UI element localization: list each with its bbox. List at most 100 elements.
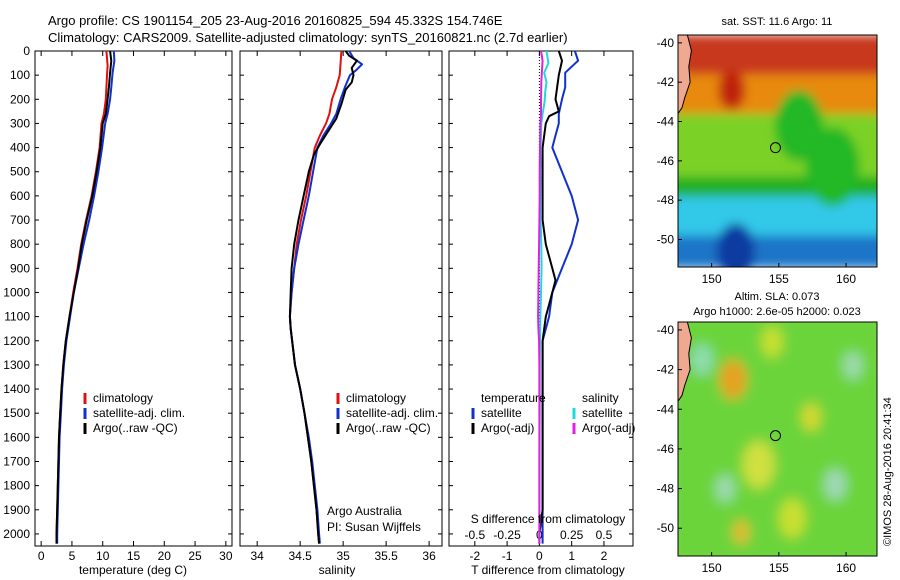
heat-spot — [824, 468, 847, 501]
institution-label: Argo Australia — [327, 504, 402, 518]
legend-label: Argo(-adj) — [481, 421, 534, 435]
argo-float-marker — [769, 142, 781, 154]
sla-map-axes: 150 155 160 -40 -42 -44 -46 -48 -50 — [657, 323, 857, 575]
x-tick-label: 0 — [536, 549, 543, 563]
salinity-panel: 34 34.5 35 35.5 36 climatologysatellite-adj.… — [239, 50, 443, 577]
depth-tick-label: 500 — [10, 165, 30, 179]
heat-spot — [805, 127, 860, 207]
lat-tick-label: -44 — [657, 402, 675, 416]
top-x-tick-label: -0.5 — [464, 528, 485, 542]
sst-map-frame — [677, 34, 878, 268]
lon-tick-label: 160 — [836, 272, 856, 286]
x-tick-label: 25 — [188, 549, 202, 563]
depth-tick-label: 1000 — [3, 285, 30, 299]
difference-series — [537, 51, 580, 544]
x-tick-label: 2 — [601, 549, 608, 563]
lon-tick-label: 155 — [769, 272, 789, 286]
salinity-series — [288, 51, 364, 544]
depth-tick-label: 200 — [10, 92, 30, 106]
sla-map-title: Altim. SLA: 0.073 — [735, 291, 820, 303]
x-tick-label: -2 — [469, 549, 480, 563]
depth-tick-label: 1800 — [3, 479, 30, 493]
lon-tick-label: 160 — [836, 561, 856, 575]
series-line — [538, 51, 563, 544]
salinity-plot-frame — [239, 50, 443, 547]
depth-tick-label: 2000 — [3, 527, 30, 541]
top-x-tick-label: 0.5 — [596, 528, 613, 542]
series-line — [288, 51, 358, 544]
sla-map-panel: Altim. SLA: 0.073 Argo h1000: 2.6e-05 h2… — [657, 291, 878, 575]
x-tick-label: 34 — [251, 549, 265, 563]
depth-tick-label: 1600 — [3, 430, 30, 444]
temperature-x-axis: 0 5 10 15 20 25 30 — [35, 50, 233, 563]
depth-tick-label: 300 — [10, 116, 30, 130]
depth-tick-label: 700 — [10, 213, 30, 227]
lat-tick-label: -48 — [657, 193, 675, 207]
x-tick-label: 36 — [422, 549, 436, 563]
heat-band — [678, 196, 877, 237]
series-line — [537, 51, 544, 544]
argo-float-marker — [769, 430, 781, 442]
depth-tick-label: 1400 — [3, 382, 30, 396]
heat-spot — [716, 223, 755, 267]
depth-tick-label: 1300 — [3, 358, 30, 372]
heat-spot — [801, 403, 821, 432]
heat-spot — [742, 440, 775, 489]
heat-spot — [715, 474, 735, 503]
heat-spot — [719, 359, 747, 400]
sst-heatmap — [678, 35, 877, 267]
x-tick-label: 15 — [127, 549, 141, 563]
s-difference-label: S difference from climatology — [471, 512, 626, 526]
heat-band — [678, 74, 877, 115]
depth-tick-label: 0 — [23, 44, 30, 58]
temperature-plot-frame — [34, 50, 233, 547]
legend-label: climatology — [346, 391, 406, 405]
sla-heatmap — [678, 322, 877, 556]
sla-map-subtitle: Argo h1000: 2.6e-05 h2000: 0.023 — [693, 306, 861, 318]
difference-panel: -2 -1 0 1 2-0.5 -0.25 0 0.25 0.5 temperature sali… — [448, 50, 635, 577]
difference-x-axis: -2 -1 0 1 2-0.5 -0.25 0 0.25 0.5 — [449, 50, 633, 563]
lat-tick-label: -42 — [657, 75, 675, 89]
heat-band — [678, 235, 877, 267]
lon-tick-label: 150 — [702, 561, 722, 575]
temperature-panel: 0100200300400500600700800900100011001200… — [3, 44, 233, 577]
legend-label: Argo(-adj) — [582, 421, 635, 435]
depth-tick-label: 100 — [10, 68, 30, 82]
lat-tick-label: -48 — [657, 482, 675, 496]
lat-tick-label: -50 — [657, 521, 675, 535]
x-tick-label: 0 — [38, 549, 45, 563]
legend-label: Argo(..raw -QC) — [93, 421, 178, 435]
heat-spot — [778, 498, 806, 539]
legend-label: satellite — [582, 406, 623, 420]
x-tick-label: 35 — [336, 549, 350, 563]
heat-spot — [691, 343, 713, 376]
temperature-series — [55, 51, 116, 544]
depth-tick-label: 800 — [10, 237, 30, 251]
lat-tick-label: -40 — [657, 36, 675, 50]
top-x-tick-label: 0.25 — [560, 528, 584, 542]
figure-title-line1: Argo profile: CS 1901154_205 23-Aug-2016… — [48, 13, 503, 28]
top-x-tick-label: -0.25 — [493, 528, 521, 542]
legend-label: satellite — [481, 406, 522, 420]
sla-map-frame — [677, 321, 878, 557]
lat-tick-label: -44 — [657, 115, 675, 129]
legend-label: Argo(..raw -QC) — [346, 421, 431, 435]
temperature-x-label: temperature (deg C) — [79, 563, 187, 577]
series-line — [55, 51, 113, 544]
pi-label: PI: Susan Wijffels — [327, 520, 421, 534]
heat-band — [678, 35, 877, 76]
legend-title: temperature — [481, 391, 546, 405]
depth-tick-label: 900 — [10, 261, 30, 275]
x-tick-label: 1 — [568, 549, 575, 563]
legend-title: salinity — [582, 391, 619, 405]
depth-tick-label: 1900 — [3, 503, 30, 517]
sst-map-panel: sat. SST: 11.6 Argo: 11 150 155 160 -40 -42 -… — [657, 16, 878, 286]
x-tick-label: 5 — [69, 549, 76, 563]
legend-label: satellite-adj. clim. — [93, 406, 185, 420]
salinity-x-label: salinity — [319, 563, 356, 577]
depth-tick-label: 1700 — [3, 454, 30, 468]
heat-spot — [733, 520, 750, 545]
difference-legend: temperature salinitysatelliteArgo(-adj)sa… — [471, 391, 635, 435]
